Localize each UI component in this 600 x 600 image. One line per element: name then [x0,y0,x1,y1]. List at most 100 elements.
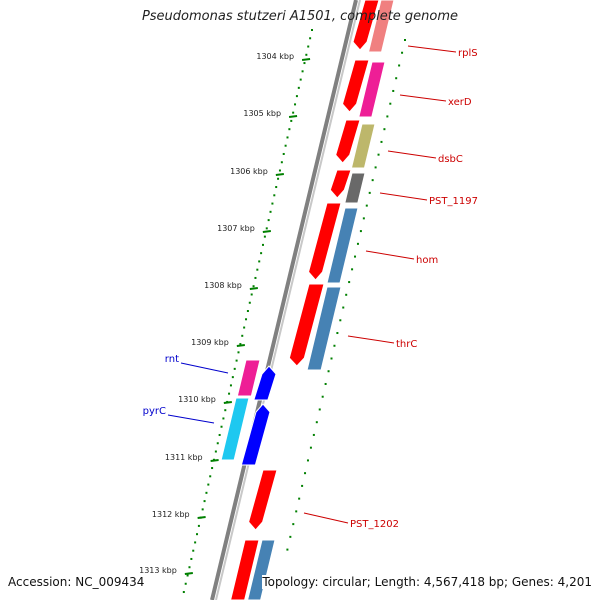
genome-backbone [210,0,358,600]
scale-dot [233,367,236,370]
scale-dot [307,45,310,48]
scale-dot [188,566,191,569]
scale-dot [386,115,389,118]
scale-dot [288,128,291,131]
scale-dot [269,210,272,213]
label-leader-line [387,150,437,159]
scale-dot [401,51,404,54]
scale-dot [246,310,249,313]
scale-dot [351,268,354,271]
scale-dot [321,395,324,398]
scale-tick [249,287,258,290]
gene-hom [326,207,359,284]
scale-dot [229,384,232,387]
genome-summary-text: Topology: circular; Length: 4,567,418 bp… [262,575,592,589]
gene-label-xerD: xerD [448,97,472,108]
gene-rplS [367,0,395,53]
scale-dot [201,508,204,511]
scale-tick-label: 1311 kbp [165,453,203,462]
gene-PST_1197 [344,172,366,204]
gene-label-PST_1197: PST_1197 [429,196,478,207]
scale-dot [256,268,259,271]
scale-dot [392,89,395,92]
scale-dot [194,541,197,544]
scale-dot [318,408,321,411]
scale-dot [239,343,242,346]
gene-label-rplS: rplS [458,48,478,59]
scale-dot [207,483,210,486]
scale-dot [312,433,315,436]
scale-tick [236,344,245,347]
scale-dot [298,497,301,500]
scale-dot [228,392,231,395]
scale-dot [383,128,386,131]
scale-dot [348,281,351,284]
scale-dot [315,421,318,424]
gene-red-8 [230,539,260,600]
scale-dot [368,191,371,194]
gene-blue-1 [253,365,277,401]
gene-thrC [306,286,342,371]
scale-tick-label: 1308 kbp [204,281,242,290]
scale-tick [262,230,271,233]
scale-ticks: 1304 kbp 1305 kbp 1306 kbp 1307 kbp 1308 kbp… [139,29,406,594]
genome-title: Pseudomonas stutzeri A1501, complete gen… [141,9,459,24]
scale-dot [301,70,304,73]
scale-tick [223,401,232,404]
label-leader-line [379,192,428,201]
scale-tick [301,58,311,61]
scale-dot [192,549,195,552]
scale-dot [292,111,295,114]
scale-tick-label: 1305 kbp [243,109,281,118]
scale-tick-label: 1313 kbp [139,566,177,575]
scale-dot [377,153,380,156]
label-leader-line [167,414,215,424]
gene-label-pyrC: pyrC [143,406,166,417]
scale-dot [304,472,307,475]
gene-red-5 [307,202,342,281]
scale-dot [297,86,300,89]
scale-dot [243,326,246,329]
gene-label-PST_1202: PST_1202 [350,519,399,530]
scale-dot [389,102,392,105]
scale-dot [184,582,187,585]
scale-dot [333,344,336,347]
scale-dot [182,591,185,594]
scale-tick [288,115,298,118]
scale-dot [311,29,313,31]
scale-dot [365,204,368,207]
scale-dot [197,524,200,527]
label-leader-line [180,362,229,374]
scale-dot [374,166,377,169]
label-leader-line [365,250,415,260]
scale-dot [280,161,283,164]
scale-dot [263,235,266,238]
scale-dot [336,332,339,335]
gene-label-dsbC: dsbC [438,154,463,165]
scale-dot [216,442,219,445]
scale-dot [282,152,285,155]
scale-dot [209,475,212,478]
scale-dot [267,219,270,222]
label-leader-line [407,45,457,53]
scale-dot [278,169,281,172]
gene-blue-2 [240,403,271,466]
label-leader-line [399,94,447,102]
gene-dsbC [350,123,376,169]
gene-red-4 [329,169,352,199]
scale-dot [284,144,287,147]
scale-dot [258,260,261,263]
scale-dot [354,255,357,258]
scale-dot [324,382,327,385]
scale-dot [330,357,333,360]
scale-dot [250,293,253,296]
scale-dot [261,243,264,246]
scale-tick-label: 1309 kbp [191,338,229,347]
scale-dot [339,319,342,322]
scale-dot [359,230,362,233]
scale-dot [277,177,280,180]
scale-dot [356,242,359,245]
